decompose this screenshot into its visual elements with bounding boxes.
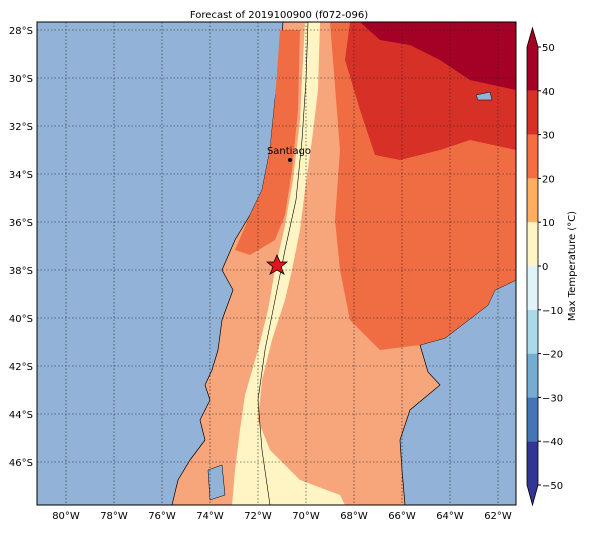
colorbar-tick-label: 30 xyxy=(542,131,555,142)
colorbar-band xyxy=(527,178,538,223)
hottest-region xyxy=(360,22,516,90)
border xyxy=(257,22,309,505)
colorbar-tick-label: −20 xyxy=(542,350,563,361)
lat-tick-label: 46°S xyxy=(9,458,33,469)
lon-tick-label: 64°W xyxy=(436,511,464,522)
colorbar-tick-label: 40 xyxy=(542,87,555,98)
lon-tick-label: 80°W xyxy=(52,511,80,522)
colorbar-tick-label: 20 xyxy=(542,174,555,185)
lat-tick-label: 30°S xyxy=(9,74,33,85)
colorbar-band xyxy=(527,134,538,179)
colorbar-tick-label: −50 xyxy=(542,481,563,492)
lat-tick-label: 44°S xyxy=(9,410,33,421)
colorbar-band xyxy=(527,397,538,442)
colorbar-band xyxy=(527,90,538,135)
colorbar-tick-label: −30 xyxy=(542,393,563,404)
colorbar-band xyxy=(527,441,538,485)
lat-tick-label: 32°S xyxy=(9,122,33,133)
colorbar-tick-label: −10 xyxy=(542,306,563,317)
lat-tick-label: 34°S xyxy=(9,170,33,181)
colorbar: 50 40 30 20 10 0 −10 −20 −30 −40 −50 xyxy=(526,26,563,507)
lat-tick-label: 38°S xyxy=(9,266,33,277)
graticule: 80°W 78°W 76°W 74°W 72°W 70°W 68°W 66°W 64°W 62°W… xyxy=(9,22,516,522)
colorbar-tick-label: 10 xyxy=(542,218,555,229)
map-title: Forecast of 2019100900 (f072-096) xyxy=(190,10,368,21)
lon-tick-label: 62°W xyxy=(484,511,512,522)
colorbar-extend xyxy=(527,485,538,505)
map-frame xyxy=(36,21,517,506)
colorbar-tick-label: 0 xyxy=(542,262,548,273)
lon-tick-label: 66°W xyxy=(388,511,416,522)
lat-tick-label: 28°S xyxy=(9,26,33,37)
lat-tick-label: 36°S xyxy=(9,218,33,229)
colorbar-extend xyxy=(527,28,538,47)
lon-tick-label: 78°W xyxy=(100,511,128,522)
colorbar-label: Max Temperature (°C) xyxy=(567,211,578,321)
lon-tick-label: 70°W xyxy=(292,511,320,522)
lon-tick-label: 72°W xyxy=(244,511,272,522)
colorbar-band xyxy=(527,309,538,354)
colorbar-band xyxy=(527,47,538,91)
colorbar-band xyxy=(527,222,538,266)
lat-tick-label: 40°S xyxy=(9,314,33,325)
map-area xyxy=(37,22,516,505)
colorbar-tick-label: 50 xyxy=(542,43,555,54)
colorbar-band xyxy=(527,353,538,398)
colorbar-band xyxy=(527,266,538,310)
warm-coast xyxy=(235,30,300,255)
colorbar-tick-label: −40 xyxy=(542,437,563,448)
city-marker xyxy=(288,158,292,162)
lon-tick-label: 68°W xyxy=(340,511,368,522)
location-star xyxy=(265,253,289,275)
lon-tick-label: 76°W xyxy=(148,511,176,522)
city-label: Santiago xyxy=(267,146,311,157)
lake xyxy=(475,91,493,101)
lat-tick-label: 42°S xyxy=(9,362,33,373)
lake xyxy=(207,464,226,501)
lon-tick-label: 74°W xyxy=(196,511,224,522)
